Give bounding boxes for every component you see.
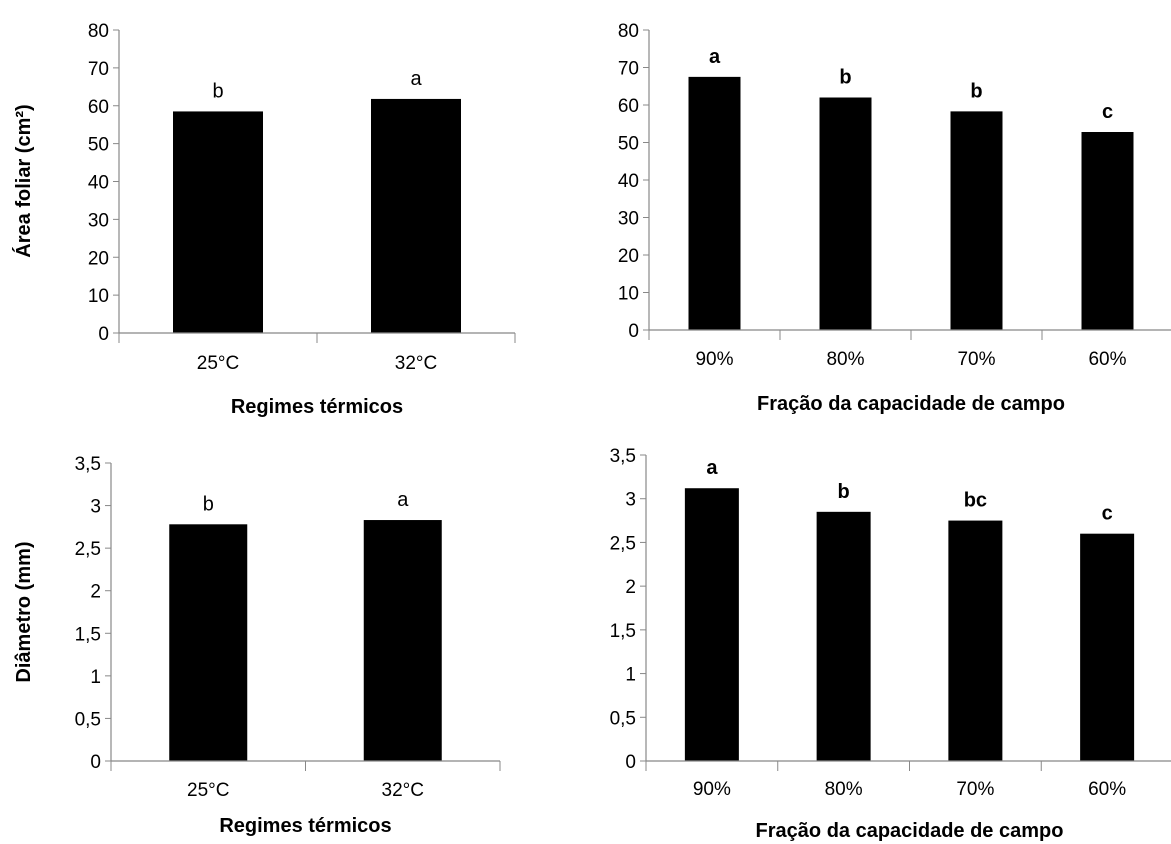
significance-letter: a (709, 46, 721, 68)
bar (363, 520, 442, 761)
significance-letter: b (838, 481, 850, 503)
x-tick-label: 60% (1088, 349, 1126, 370)
y-tick-label: 50 (88, 135, 109, 156)
significance-letter: a (410, 68, 422, 90)
x-tick-label: 32°C (382, 780, 424, 801)
chart-1: 0 10 20 30 40 50 60 70 80 b 25°C a 32°C Regimes térmi… (12, 21, 516, 418)
significance-letter: b (203, 493, 214, 515)
x-tick-label: 90% (693, 779, 731, 800)
x-tick-label: 70% (956, 779, 994, 800)
bar (688, 76, 741, 330)
significance-letter: c (1102, 101, 1113, 123)
chart-3: 0 0,5 1 1,5 2 2,5 3 3,5 b 25°C a 32°C Regimes térmic… (13, 454, 501, 837)
y-tick-label: 2 (625, 577, 636, 598)
x-tick-label: 25°C (187, 780, 229, 801)
significance-letter: b (212, 80, 223, 102)
y-tick-label: 70 (88, 59, 109, 80)
y-tick-label: 30 (88, 210, 109, 231)
x-axis-label: Fração da capacidade de campo (757, 393, 1065, 415)
y-tick-label: 1 (90, 667, 101, 688)
significance-letter: b (970, 80, 982, 102)
x-axis-label: Regimes térmicos (219, 815, 391, 837)
bar (1081, 132, 1134, 330)
y-tick-label: 0 (625, 752, 636, 773)
y-tick-label: 60 (618, 96, 639, 117)
y-tick-label: 10 (618, 284, 639, 305)
y-axis-label: Diâmetro (mm) (13, 541, 35, 682)
bar (819, 97, 872, 330)
y-tick-label: 0 (628, 321, 639, 342)
y-tick-label: 2,5 (610, 533, 636, 554)
y-tick-label: 10 (88, 286, 109, 307)
y-tick-label: 60 (88, 97, 109, 118)
y-tick-label: 0,5 (75, 709, 101, 730)
x-tick-label: 60% (1088, 779, 1126, 800)
y-tick-label: 40 (618, 171, 639, 192)
y-tick-label: 30 (618, 209, 639, 230)
y-tick-label: 0,5 (610, 708, 636, 729)
y-tick-label: 1,5 (75, 624, 101, 645)
chart-4: 0 0,5 1 1,5 2 2,5 3 3,5 a 90% b 80% bc 70% c 60% Fração … (610, 446, 1171, 842)
y-axis-label: Área foliar (cm²) (12, 104, 35, 257)
y-tick-label: 2 (90, 582, 101, 603)
x-tick-label: 90% (695, 349, 733, 370)
significance-letter: bc (964, 490, 987, 512)
y-tick-label: 80 (88, 21, 109, 42)
significance-letter: b (839, 67, 851, 89)
x-axis-label: Regimes térmicos (231, 396, 403, 418)
chart-2: 0 10 20 30 40 50 60 70 80 a 90% b 80% b 70% c 60% Fração … (618, 21, 1171, 415)
significance-letter: c (1102, 503, 1113, 525)
y-tick-label: 2,5 (75, 539, 101, 560)
significance-letter: a (397, 489, 409, 511)
x-tick-label: 80% (825, 779, 863, 800)
x-tick-label: 25°C (197, 353, 239, 374)
y-tick-label: 80 (618, 21, 639, 42)
bar (1080, 533, 1135, 761)
y-tick-label: 20 (88, 248, 109, 269)
y-tick-label: 70 (618, 59, 639, 80)
bar (950, 111, 1003, 330)
x-tick-label: 32°C (395, 353, 437, 374)
bar (948, 520, 1003, 761)
bar (684, 488, 739, 761)
y-tick-label: 50 (618, 134, 639, 155)
y-tick-label: 3 (625, 490, 636, 511)
y-tick-label: 20 (618, 246, 639, 267)
bar (169, 524, 248, 761)
x-tick-label: 80% (826, 349, 864, 370)
y-tick-label: 40 (88, 173, 109, 194)
y-tick-label: 3 (90, 497, 101, 518)
y-tick-label: 0 (90, 752, 101, 773)
bar (371, 98, 461, 334)
bar (173, 111, 263, 334)
y-tick-label: 0 (98, 324, 109, 345)
y-tick-label: 1 (625, 665, 636, 686)
x-axis-label: Fração da capacidade de campo (756, 820, 1064, 842)
y-tick-label: 3,5 (610, 446, 636, 467)
y-tick-label: 1,5 (610, 621, 636, 642)
bar (816, 511, 871, 761)
significance-letter: a (706, 457, 718, 479)
x-tick-label: 70% (957, 349, 995, 370)
y-tick-label: 3,5 (75, 454, 101, 475)
